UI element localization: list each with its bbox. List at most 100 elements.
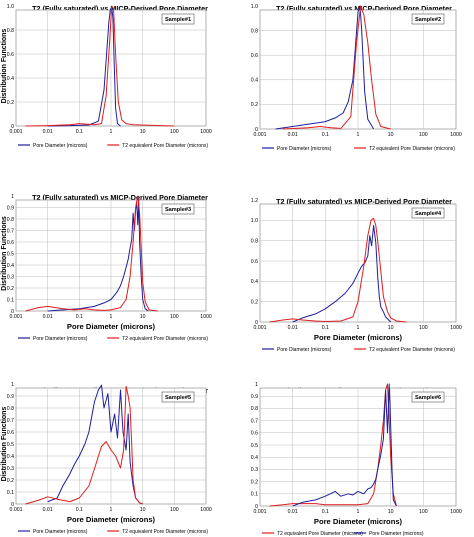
data-point-pore xyxy=(385,317,386,318)
y-tick-label: 0 xyxy=(255,504,258,510)
data-point-pore xyxy=(275,129,276,130)
data-point-pore xyxy=(302,318,303,319)
y-tick-label: 0.6 xyxy=(7,240,14,246)
x-tick-label: 1000 xyxy=(450,509,462,515)
data-point-pore xyxy=(373,225,374,226)
x-tick-label: 0.01 xyxy=(43,314,53,320)
x-tick-label: 0.01 xyxy=(43,129,53,135)
x-tick-label: 0.01 xyxy=(288,325,298,331)
data-point-t2 xyxy=(38,500,39,501)
data-point-t2 xyxy=(350,116,351,117)
x-tick-label: 1 xyxy=(110,314,113,320)
legend: Pore Diameter (microns) T2 equivalent Por… xyxy=(18,336,208,342)
data-point-t2 xyxy=(113,8,114,9)
data-point-pore xyxy=(69,125,70,126)
data-point-t2 xyxy=(25,504,26,505)
data-point-t2 xyxy=(367,503,368,504)
legend-label-pore: Pore Diameter (microns) xyxy=(33,529,88,535)
data-point-t2 xyxy=(315,503,316,504)
data-point-pore xyxy=(371,487,372,488)
data-point-t2 xyxy=(373,493,374,494)
data-point-pore xyxy=(341,496,342,497)
data-point-pore xyxy=(130,247,131,248)
data-point-t2 xyxy=(149,309,150,310)
data-point-t2 xyxy=(139,213,140,214)
y-tick-label: 0 xyxy=(11,502,14,508)
data-point-t2 xyxy=(292,319,293,320)
x-tick-label: 100 xyxy=(170,507,179,513)
data-point-t2 xyxy=(371,79,372,80)
data-point-pore xyxy=(145,308,146,309)
data-point-t2 xyxy=(308,127,309,128)
data-point-pore xyxy=(117,438,118,439)
y-tick-label: 0.4 xyxy=(251,455,258,461)
data-point-t2 xyxy=(57,499,58,500)
y-axis-label: Distribution Functions xyxy=(1,29,8,104)
y-tick-label: 0.1 xyxy=(7,490,14,496)
x-tick-label: 0.1 xyxy=(322,325,329,331)
x-tick-label: 1000 xyxy=(200,507,212,513)
data-point-t2 xyxy=(121,120,122,121)
data-point-t2 xyxy=(135,207,136,208)
data-point-t2 xyxy=(47,496,48,497)
data-point-pore xyxy=(88,432,89,433)
data-point-pore xyxy=(302,502,303,503)
x-tick-label: 0.01 xyxy=(288,132,298,138)
series-line-pore xyxy=(275,5,375,130)
data-point-pore xyxy=(292,126,293,127)
data-point-pore xyxy=(120,126,121,127)
data-point-t2 xyxy=(363,266,364,267)
x-axis-label: Pore Diameter (microns) xyxy=(67,322,156,331)
data-point-pore xyxy=(385,390,386,391)
legend-label-t2: T2 equivalent Pore Diameter (microns) xyxy=(369,146,455,152)
data-point-pore xyxy=(114,414,115,415)
legend: T2 equivalent Pore Diameter (microns) Por… xyxy=(262,531,424,537)
legend-label-pore: Pore Diameter (microns) xyxy=(369,531,424,537)
data-point-t2 xyxy=(126,386,127,387)
y-tick-label: 0.1 xyxy=(251,492,258,498)
data-point-t2 xyxy=(174,126,175,127)
data-point-pore xyxy=(367,256,368,257)
data-point-t2 xyxy=(88,486,89,487)
chart-title: T2 (Fully saturated) vs MICP-Derived Por… xyxy=(276,197,452,206)
data-point-t2 xyxy=(371,220,372,221)
data-point-pore xyxy=(142,299,143,300)
data-point-pore xyxy=(325,496,326,497)
data-point-t2 xyxy=(118,102,119,103)
sample-label: Sample#5 xyxy=(165,395,191,401)
x-tick-label: 0.001 xyxy=(254,132,267,138)
data-point-t2 xyxy=(79,123,80,124)
data-point-pore xyxy=(348,102,349,103)
chart-panel-1: T2 (Fully saturated) vs MICP-Derived Por… xyxy=(1,4,212,149)
data-point-pore xyxy=(383,439,384,440)
data-point-pore xyxy=(367,119,368,120)
x-tick-label: 0.01 xyxy=(288,509,298,515)
y-tick-label: 1.0 xyxy=(251,4,258,10)
y-axis-label: Distribution Functions xyxy=(1,407,8,482)
data-point-t2 xyxy=(383,296,384,297)
data-point-t2 xyxy=(353,317,354,318)
data-point-pore xyxy=(392,469,393,470)
data-point-t2 xyxy=(387,311,388,312)
legend: Pore Diameter (microns) T2 equivalent Por… xyxy=(262,146,455,152)
data-point-pore xyxy=(383,311,384,312)
data-point-t2 xyxy=(282,320,283,321)
data-point-pore xyxy=(133,213,134,214)
data-point-pore xyxy=(111,299,112,300)
data-point-t2 xyxy=(341,504,342,505)
x-tick-label: 10 xyxy=(140,507,146,513)
data-point-pore xyxy=(373,484,374,485)
data-point-t2 xyxy=(387,384,388,385)
data-point-pore xyxy=(62,486,63,487)
data-point-t2 xyxy=(135,498,136,499)
x-tick-label: 100 xyxy=(170,129,179,135)
sample-label-box xyxy=(411,207,445,219)
y-tick-label: 0.4 xyxy=(7,76,14,82)
data-point-pore xyxy=(315,500,316,501)
legend-label-t2: T2 equivalent Pore Diameter (microns) xyxy=(122,143,208,149)
y-tick-label: 0.8 xyxy=(7,406,14,412)
data-point-t2 xyxy=(104,310,105,311)
y-tick-label: 0 xyxy=(11,309,14,315)
x-tick-label: 100 xyxy=(419,325,428,331)
